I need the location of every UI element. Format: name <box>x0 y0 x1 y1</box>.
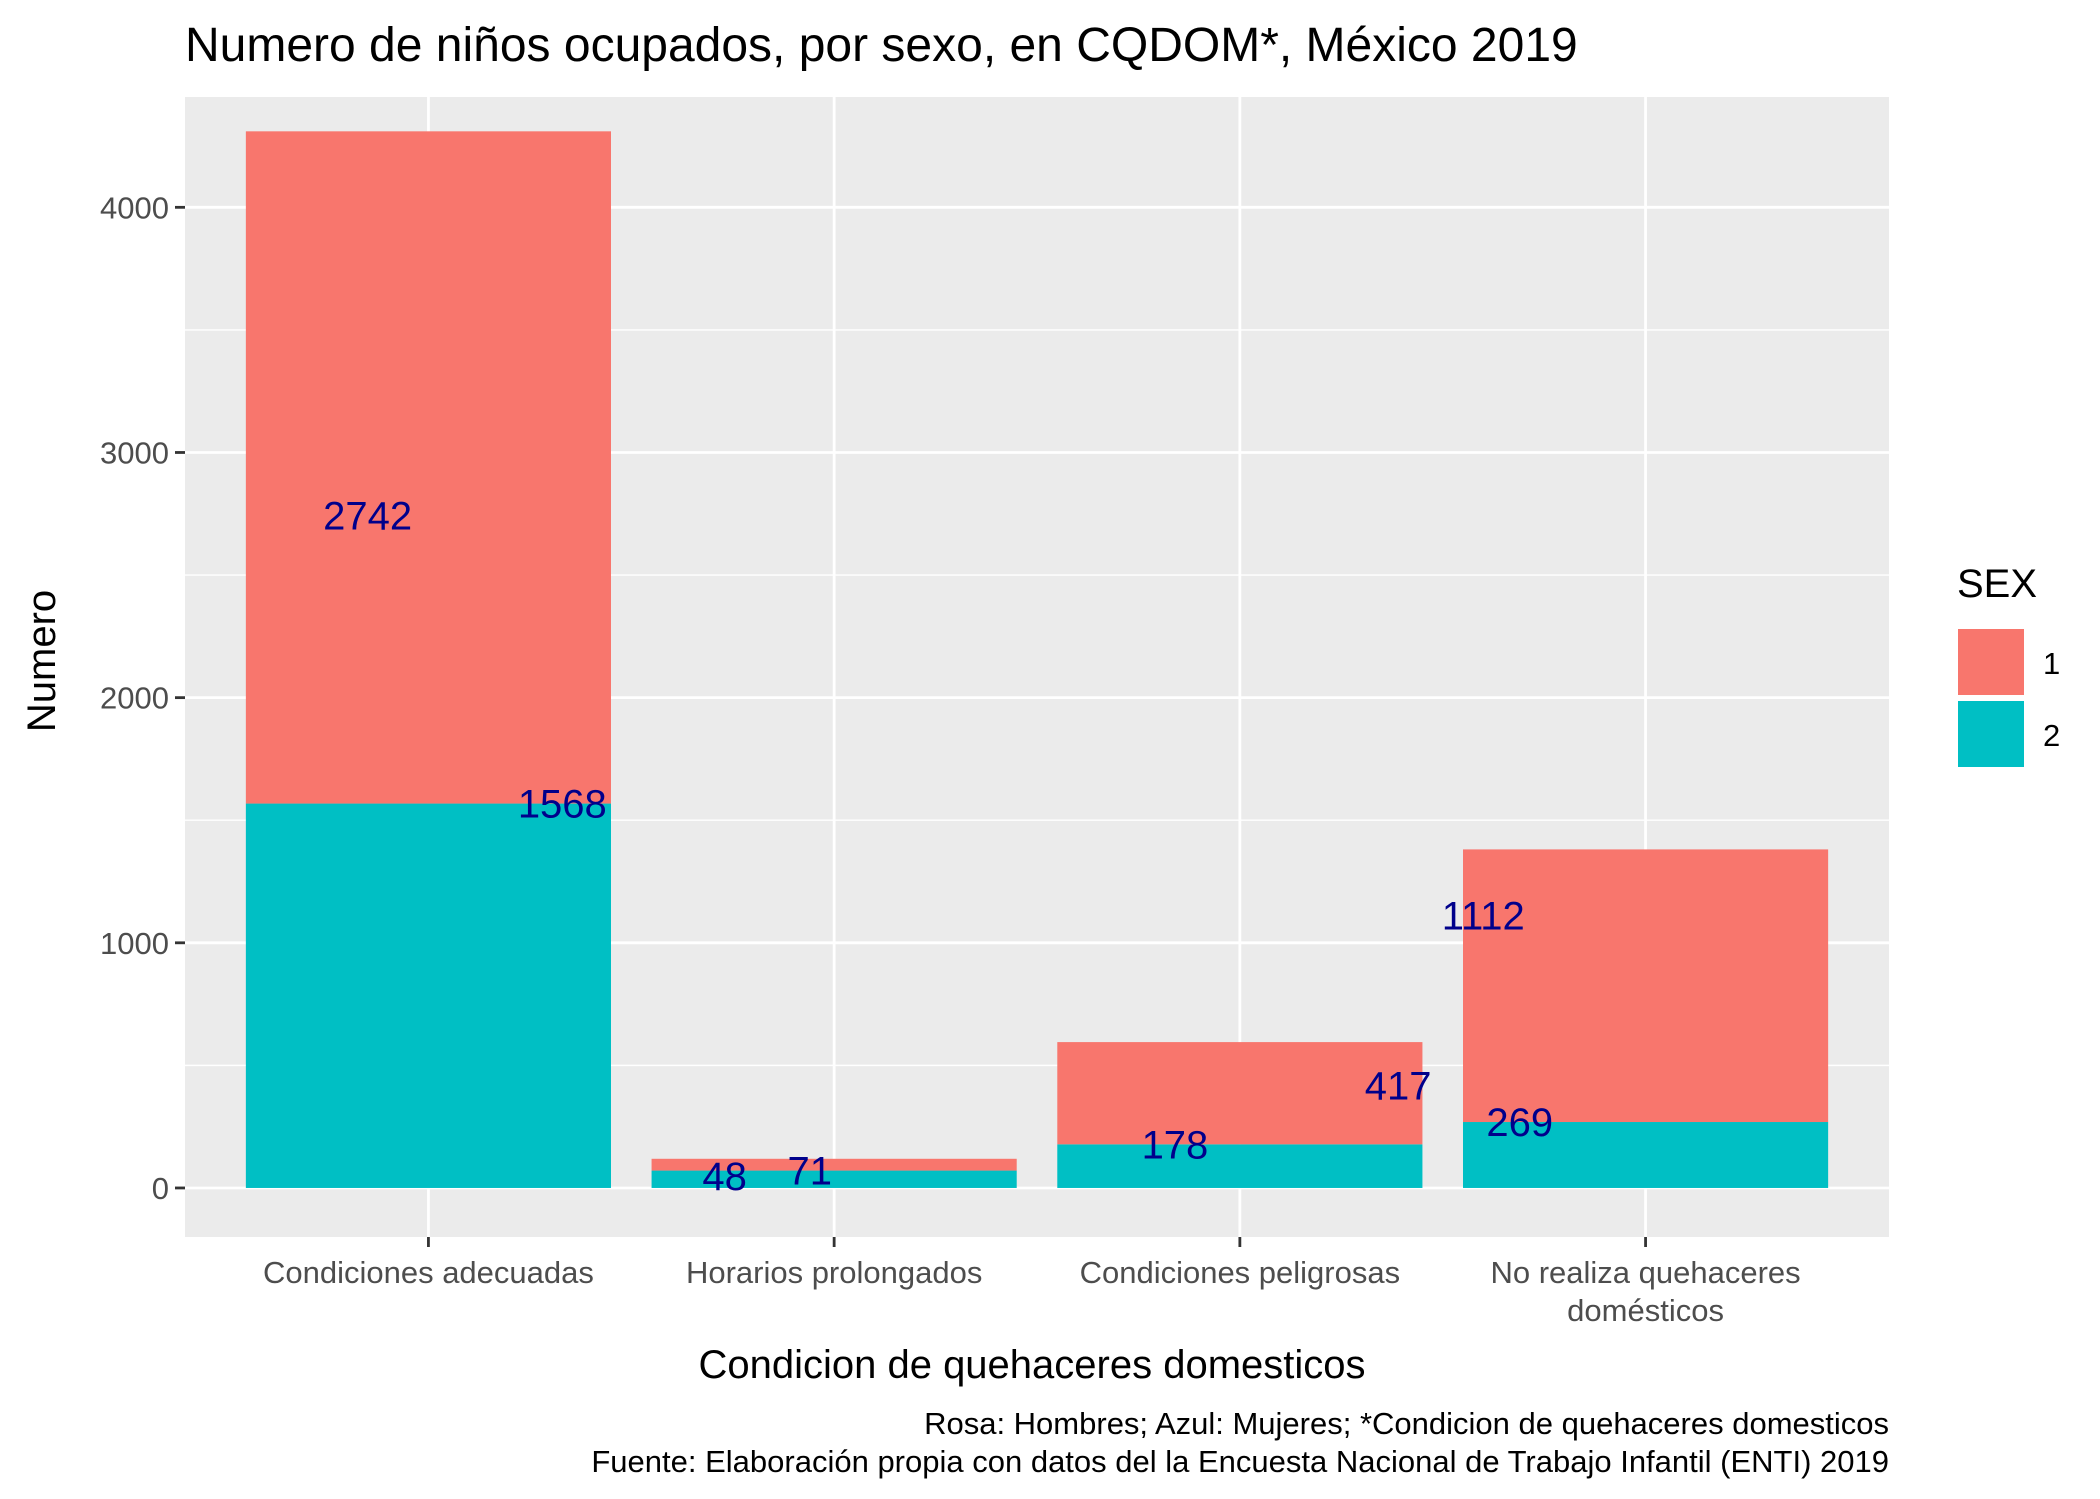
data-label: 71 <box>788 1150 833 1194</box>
data-label: 417 <box>1365 1065 1432 1109</box>
data-label: 1112 <box>1442 894 1525 938</box>
bar-segment-sex-1 <box>1463 849 1829 1123</box>
data-labels: 2742 1568 48 71 178 417 1112 269 <box>323 495 1553 1199</box>
data-label: 2742 <box>323 495 412 539</box>
x-tick-label: Condiciones adecuadas <box>263 1255 594 1290</box>
x-axis: Condiciones adecuadas Horarios prolongado… <box>263 1237 1801 1328</box>
bar-segment-sex-2 <box>1463 1122 1829 1188</box>
chart-title: Numero de niños ocupados, por sexo, en C… <box>185 19 1578 72</box>
bar-segment-sex-1 <box>1057 1042 1423 1145</box>
x-tick-label: Horarios prolongados <box>686 1255 982 1290</box>
legend-key-sex-2 <box>1956 699 2026 769</box>
bars <box>245 131 1829 1188</box>
y-tick-label: 4000 <box>100 190 169 225</box>
x-tick-label: No realiza quehaceres <box>1490 1255 1800 1290</box>
data-label: 269 <box>1486 1101 1553 1145</box>
y-tick-label: 2000 <box>100 681 169 716</box>
legend-label: 2 <box>2043 718 2060 753</box>
legend: SEX 1 2 <box>1956 562 2060 769</box>
bar-segment-sex-2 <box>245 803 611 1188</box>
y-tick-label: 3000 <box>100 435 169 470</box>
data-label: 48 <box>702 1155 747 1199</box>
bar-segment-sex-1 <box>245 131 611 804</box>
y-tick-label: 1000 <box>100 926 169 961</box>
caption-line-2: Fuente: Elaboración propia con datos del… <box>591 1444 1889 1479</box>
y-tick-label: 0 <box>152 1171 169 1206</box>
legend-title: SEX <box>1957 562 2037 606</box>
x-tick-label: Condiciones peligrosas <box>1080 1255 1401 1290</box>
data-label: 178 <box>1142 1123 1209 1167</box>
x-axis-title: Condicion de quehaceres domesticos <box>698 1343 1365 1387</box>
x-tick-label: domésticos <box>1567 1293 1724 1328</box>
y-axis-title: Numero <box>20 590 64 732</box>
bar-segment-sex-2 <box>1057 1144 1423 1188</box>
legend-key-sex-1 <box>1956 627 2026 697</box>
bar-segment-sex-2 <box>651 1170 1017 1188</box>
data-label: 1568 <box>518 783 607 827</box>
y-axis: 0 1000 2000 3000 4000 <box>100 190 185 1206</box>
caption: Rosa: Hombres; Azul: Mujeres; *Condicion… <box>591 1406 1889 1479</box>
bar-segment-sex-1 <box>651 1158 1017 1171</box>
legend-label: 1 <box>2043 646 2060 681</box>
caption-line-1: Rosa: Hombres; Azul: Mujeres; *Condicion… <box>924 1406 1889 1441</box>
